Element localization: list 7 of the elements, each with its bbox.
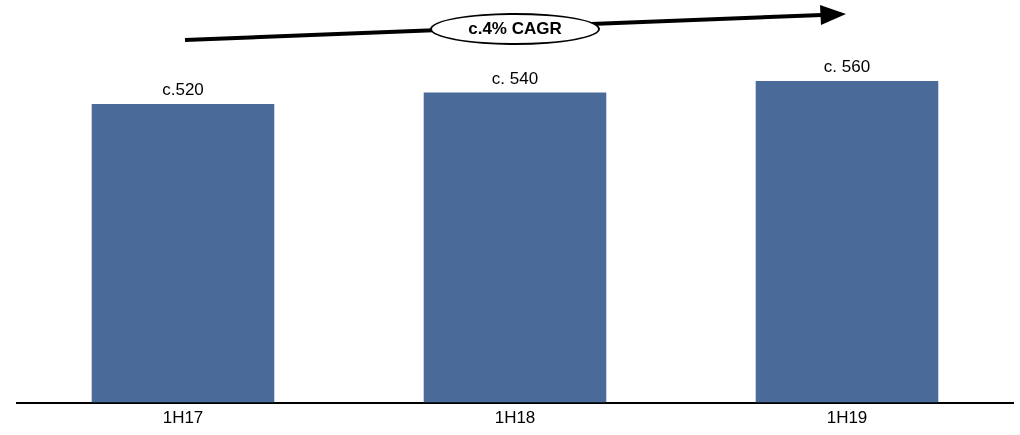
data-label: c. 540 xyxy=(491,68,539,88)
x-tick-label: 1H17 xyxy=(162,408,204,428)
data-label: c.520 xyxy=(162,80,204,100)
x-tick-label: 1H18 xyxy=(494,408,536,428)
data-label: c. 560 xyxy=(823,57,871,77)
x-tick-label: 1H19 xyxy=(826,408,868,428)
text: c.4% CAGR xyxy=(430,13,600,45)
